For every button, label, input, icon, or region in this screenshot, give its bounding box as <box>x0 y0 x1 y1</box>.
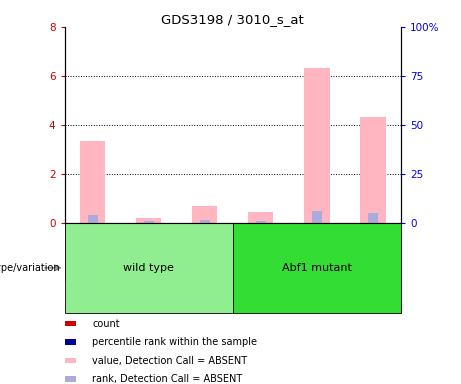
Title: GDS3198 / 3010_s_at: GDS3198 / 3010_s_at <box>161 13 304 26</box>
Text: value, Detection Call = ABSENT: value, Detection Call = ABSENT <box>92 356 247 366</box>
Text: GSM140803: GSM140803 <box>313 224 321 279</box>
Bar <box>80 141 105 223</box>
Bar <box>144 221 154 223</box>
Text: wild type: wild type <box>123 263 174 273</box>
Bar <box>65 339 76 345</box>
Text: Abf1 mutant: Abf1 mutant <box>282 263 352 273</box>
Bar <box>361 118 386 223</box>
Bar <box>200 220 210 223</box>
Bar <box>289 223 345 280</box>
Bar <box>368 214 378 223</box>
Bar <box>65 223 121 280</box>
Bar <box>256 220 266 223</box>
Text: GSM140804: GSM140804 <box>368 224 378 279</box>
Bar <box>65 223 233 313</box>
Text: rank, Detection Call = ABSENT: rank, Detection Call = ABSENT <box>92 374 242 384</box>
Text: count: count <box>92 319 120 329</box>
Text: percentile rank within the sample: percentile rank within the sample <box>92 337 257 347</box>
Bar <box>88 215 98 223</box>
Bar <box>136 218 161 223</box>
Bar <box>233 223 289 280</box>
Bar <box>65 358 76 363</box>
Bar <box>233 223 401 313</box>
Text: GSM140786: GSM140786 <box>88 224 97 279</box>
Bar <box>304 68 330 223</box>
Bar <box>65 321 76 326</box>
Text: GSM140802: GSM140802 <box>256 224 266 279</box>
Bar <box>192 205 218 223</box>
Bar <box>248 212 273 223</box>
Text: GSM140801: GSM140801 <box>200 224 209 279</box>
Bar <box>121 223 177 280</box>
Bar <box>345 223 401 280</box>
Text: genotype/variation: genotype/variation <box>0 263 60 273</box>
Bar <box>65 376 76 382</box>
Text: GSM140800: GSM140800 <box>144 224 153 279</box>
Bar <box>177 223 233 280</box>
Bar <box>312 211 322 223</box>
